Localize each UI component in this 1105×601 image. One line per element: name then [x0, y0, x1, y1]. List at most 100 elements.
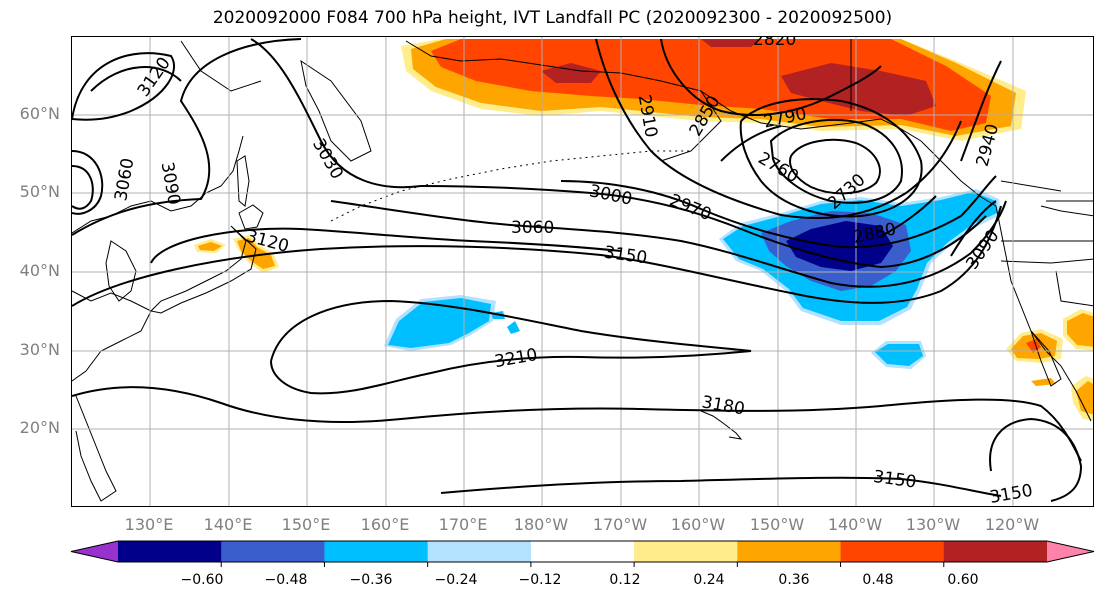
contour-3090-w: [72, 165, 94, 210]
colorbar-extend-low: [71, 541, 118, 562]
colorbar-segments: [70, 540, 1095, 567]
colorbar-tick: −0.60: [180, 572, 224, 588]
contour-label: 3150: [872, 467, 918, 493]
lon-label-160e: 160°E: [360, 515, 410, 534]
lat-label-60n: 60°N: [19, 104, 60, 123]
contour-3090-east: [950, 200, 997, 257]
colorbar-segment: [943, 541, 1048, 562]
contour-3060-w: [72, 150, 104, 215]
contour-2910: [595, 38, 962, 220]
colorbar-tick: 0.12: [609, 572, 641, 588]
coast-hokkaido: [238, 204, 264, 230]
lon-label-140e: 140°E: [203, 515, 253, 534]
colorbar-segment: [737, 541, 842, 562]
shade-cyan-east: [875, 344, 923, 366]
contour-3120-upper: [72, 38, 302, 236]
coast-sakhalin: [236, 155, 250, 207]
contour-3150: [72, 205, 1002, 307]
contour-nw-lows: [90, 66, 182, 92]
shade-darkred-north-3: [701, 39, 761, 47]
colorbar-segment: [221, 541, 325, 562]
coast-kamchatka: [300, 59, 372, 162]
contour-2730: [789, 138, 881, 195]
map-title: 2020092000 F084 700 hPa height, IVT Land…: [212, 8, 893, 28]
shade-cyan-mid: [388, 298, 491, 348]
colorbar-tick: −0.36: [349, 572, 393, 588]
coast-northamerica: [995, 200, 1093, 422]
coast-hawaii: [700, 410, 743, 440]
contour-3030: [250, 38, 422, 189]
colorbar-outline: [70, 540, 1095, 563]
coast-baja: [1030, 330, 1062, 387]
contour-label: 3090: [962, 226, 1003, 273]
contour-3120-nw: [72, 52, 176, 121]
shade-darkred-north-2: [541, 63, 601, 83]
contour-label: 3210: [493, 345, 539, 372]
negative-shading: [384, 189, 1001, 369]
lat-label-50n: 50°N: [19, 182, 60, 201]
lon-label-170e: 170°E: [438, 515, 488, 534]
colorbar-tick: 0.24: [693, 572, 725, 588]
lon-label-180w: 180°W: [513, 515, 569, 534]
colorbar-tick: −0.48: [264, 572, 308, 588]
lon-label-150e: 150°E: [281, 515, 331, 534]
lon-label-170w: 170°W: [592, 515, 648, 534]
contour-label: 3120: [134, 54, 175, 101]
contour-3210: [270, 299, 752, 395]
contour-label: 2970: [666, 190, 714, 225]
contour-label: 3060: [111, 157, 138, 203]
contour-2760: [769, 119, 903, 204]
shade-darkred-north: [781, 63, 936, 116]
contour-label: 3000: [587, 181, 633, 210]
colorbar-tick: 0.36: [778, 572, 810, 588]
lon-label-140w: 140°W: [827, 515, 883, 534]
coast-siberia: [180, 40, 722, 162]
colorbar-segment: [530, 541, 635, 562]
contour-label: 3150: [988, 481, 1034, 507]
colorbar-segment: [324, 541, 429, 562]
contour-3150-south: [440, 476, 1002, 497]
coast-japan: [149, 225, 257, 314]
contour-3060-main: [330, 200, 1007, 288]
colorbar-segment: [634, 541, 738, 562]
shade-orange-japan-a: [198, 242, 222, 251]
map-panel: 3120 3060 3090 3030 3120 3060 3150 3000 …: [71, 36, 1094, 507]
coast-philippines: [75, 395, 117, 502]
contour-label: 3030: [308, 135, 347, 182]
lat-label-20n: 20°N: [19, 418, 60, 437]
contour-3180: [72, 386, 1082, 462]
colorbar-segment: [118, 541, 222, 562]
contour-2880: [720, 125, 937, 237]
coast-aleutians: [330, 150, 691, 222]
contour-2790: [739, 98, 923, 218]
shade-orange-japan-b: [237, 238, 275, 269]
contour-label: 3150: [603, 243, 649, 269]
contour-3150-se: [989, 417, 1083, 502]
colorbar-extend-high: [1047, 541, 1094, 562]
contour-label: 2820: [753, 37, 796, 50]
colorbar-tick: 0.60: [947, 572, 979, 588]
coast-alaska: [700, 90, 997, 207]
borders-na: [850, 39, 1093, 307]
shade-orange-east-c: [1076, 381, 1093, 415]
lon-label-150w: 150°W: [749, 515, 805, 534]
lon-label-160w: 160°W: [670, 515, 726, 534]
lon-label-130e: 130°E: [124, 515, 174, 534]
lon-label-130w: 130°W: [905, 515, 961, 534]
coast-korea: [105, 240, 137, 302]
coast-asia-mainland: [72, 135, 244, 382]
shade-orange-east-b: [1067, 313, 1093, 347]
shade-cyan-mid-3: [507, 321, 520, 334]
contour-3000: [420, 185, 987, 269]
lat-label-40n: 40°N: [19, 261, 60, 280]
map-canvas: 3120 3060 3090 3030 3120 3060 3150 3000 …: [72, 37, 1093, 507]
colorbar-tick: −0.24: [434, 572, 478, 588]
contour-3120-japan: [150, 227, 622, 264]
positive-shading-japan: [194, 235, 279, 273]
contour-label: 3180: [700, 392, 746, 419]
colorbar-tick: −0.12: [518, 572, 562, 588]
contour-2940: [960, 60, 1002, 162]
lat-label-30n: 30°N: [19, 340, 60, 359]
height-contours: [72, 38, 1083, 502]
gridlines: [72, 37, 1093, 506]
